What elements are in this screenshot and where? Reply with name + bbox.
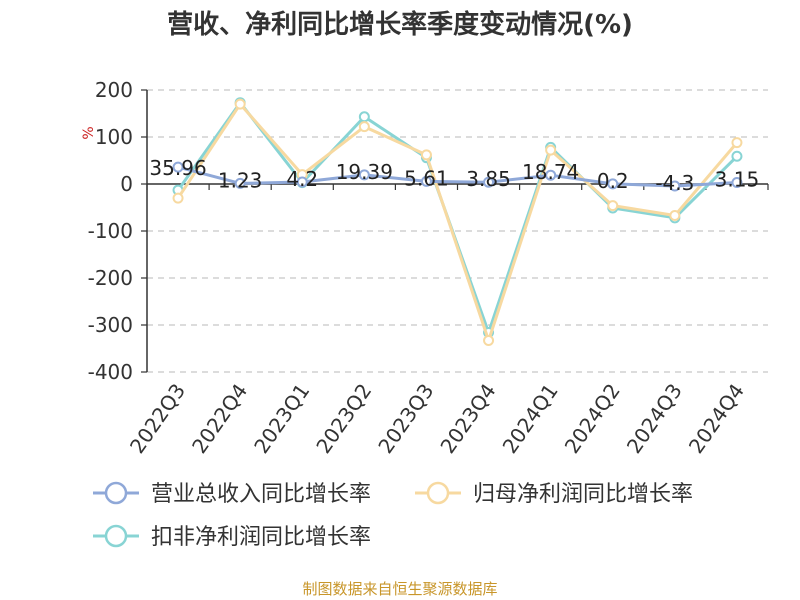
x-tick-label: 2024Q1 [498,379,563,458]
grid-lines [147,89,768,373]
data-label: 18.74 [522,160,579,184]
series-1-point [172,161,184,173]
data-label: 0.2 [597,169,629,193]
legend-item[interactable]: 营业总收入同比增长率 [93,481,371,507]
series-2-point [358,121,370,133]
data-label: -4.3 [655,171,694,195]
x-tick-label: 2023Q1 [249,379,314,458]
legend-label: 营业总收入同比增长率 [151,482,371,507]
data-label: 1.23 [218,168,263,192]
legend-label: 归母净利润同比增长率 [473,482,693,507]
y-tick-label: 0 [120,172,133,196]
chart-title: 营收、净利同比增长率季度变动情况(%) [167,9,633,40]
legend-item[interactable]: 归母净利润同比增长率 [415,481,693,507]
series-2-point [483,335,495,347]
data-label: 3.85 [466,167,511,191]
source-note: 制图数据来自恒生聚源数据库 [302,580,497,598]
y-tick-label: -100 [88,219,133,243]
x-tick-label: 2023Q3 [373,379,438,458]
series-2-point [420,149,432,161]
data-label: 3.15 [715,168,760,192]
series-2-point [172,192,184,204]
legend-label: 扣非净利润同比增长率 [151,525,371,550]
x-tick-label: 2024Q3 [622,379,687,458]
series-2-point [234,98,246,110]
series-1-point [234,177,246,189]
series-1-point [483,176,495,188]
series-1-point [420,175,432,187]
x-tick-label: 2022Q4 [187,379,252,458]
x-tick-label: 2023Q2 [311,379,376,458]
data-label: 35.96 [149,156,206,180]
x-tick-label: 2024Q2 [560,379,625,458]
data-label: 19.39 [336,160,393,184]
legend-swatch-marker [426,481,450,505]
series-2-point [545,144,557,156]
y-tick-label: -200 [88,266,133,290]
series-1-point [296,176,308,188]
series-1-point [669,180,681,192]
series-line-2 [176,102,739,342]
x-tick-label: 2022Q3 [125,379,190,458]
legend-item[interactable]: 扣非净利润同比增长率 [93,524,371,550]
y-tick-label: -300 [88,313,133,337]
data-labels: 35.96 1.23 4.2 19.39 5.61 3.85 18.74 0.2 -4.3 3.1… [149,156,759,195]
legend-swatch-marker [104,524,128,548]
series-1-point [731,177,743,189]
series-lines [172,97,743,347]
series-3-point [731,150,743,162]
y-axis-unit: % [81,126,97,139]
x-tick-label: 2024Q4 [684,379,749,458]
series-2-point [669,209,681,221]
y-tick-label: -400 [88,360,133,384]
series-line-1 [177,165,738,188]
series-2-point [607,200,619,212]
data-label: 4.2 [286,167,318,191]
series-1-point [545,169,557,181]
series-3-point [358,111,370,123]
y-tick-label: 100 [95,125,133,149]
data-label: 5.61 [404,166,449,190]
axes: 2001000-100-200-300-4002022Q32022Q42023Q… [88,78,769,458]
series-1-point [607,178,619,190]
series-1-point [358,169,370,181]
x-tick-label: 2023Q4 [435,379,500,458]
legend-swatch-marker [104,481,128,505]
y-tick-label: 200 [95,78,133,102]
series-2-point [731,137,743,149]
